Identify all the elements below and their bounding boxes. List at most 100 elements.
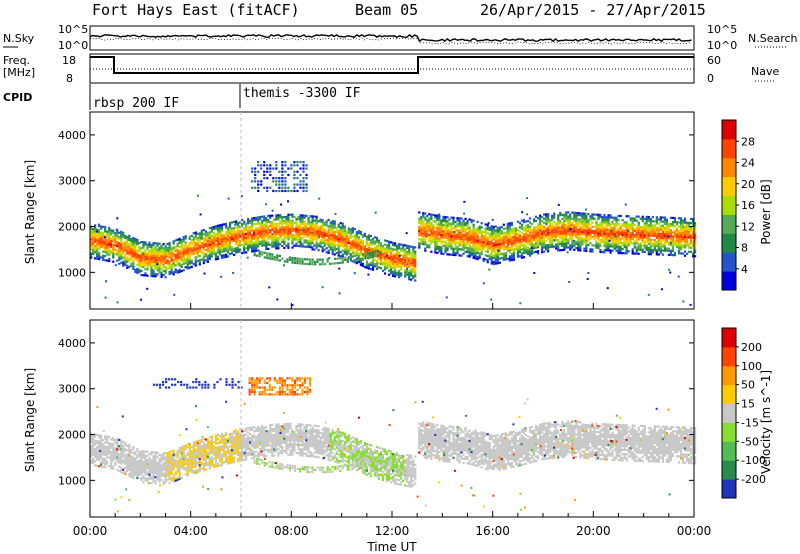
power-cell: [635, 215, 638, 218]
power-cell: [238, 244, 242, 247]
power-cell: [375, 265, 379, 268]
power-cell: [182, 260, 185, 264]
power-cell: [275, 247, 278, 250]
power-cell: [230, 229, 234, 232]
power-cell: [228, 228, 232, 231]
power-cell: [172, 258, 175, 262]
power-cell: [462, 252, 465, 255]
power-cell: [627, 250, 630, 253]
power-cell: [166, 251, 169, 254]
power-cell: [325, 240, 328, 244]
power-cell: [363, 234, 367, 237]
power-cell: [164, 247, 167, 250]
power-cell: [583, 231, 586, 234]
power-cell: [263, 231, 266, 235]
power-cell: [249, 246, 252, 249]
power-cell: [629, 225, 632, 228]
power-cell: [687, 236, 691, 239]
power-cell: [247, 217, 250, 221]
power-cell: [647, 242, 650, 245]
power-cell: [180, 255, 183, 258]
power-cell: [563, 213, 566, 216]
power-cell: [669, 253, 673, 257]
power-cell: [486, 250, 489, 253]
power-cell: [230, 221, 234, 224]
power-cell: [669, 235, 673, 238]
power-cell: [649, 240, 652, 243]
power-cell: [267, 214, 270, 217]
power-cell: [106, 249, 109, 252]
power-cell: [506, 237, 509, 240]
power-cell: [383, 257, 387, 261]
power-cell: [269, 231, 272, 234]
power-cell: [168, 264, 171, 267]
power-cell: [553, 226, 556, 230]
velocity-cell: [114, 453, 117, 456]
nave-tick-bottom: 0: [707, 72, 714, 85]
power-cell: [502, 223, 505, 226]
power-cell: [214, 243, 218, 246]
power-cell: [186, 265, 189, 268]
power-cell: [158, 267, 161, 270]
power-cell: [287, 173, 290, 177]
power-cell: [383, 268, 387, 271]
power-cell: [389, 247, 393, 250]
power-cell: [458, 241, 461, 245]
power-cell: [156, 250, 159, 253]
power-cell: [565, 213, 568, 216]
power-cell: [299, 224, 302, 227]
velocity-cell: [120, 468, 123, 471]
power-cell: [287, 167, 290, 170]
power-cell: [679, 239, 683, 243]
power-cell: [267, 220, 270, 224]
power-cell: [222, 243, 226, 247]
velocity-cell: [150, 471, 153, 474]
power-cell: [530, 245, 534, 248]
power-cell: [579, 243, 582, 246]
colorbar-tick-label: 4: [741, 263, 748, 276]
power-cell: [568, 280, 571, 283]
power-cell: [519, 302, 522, 305]
power-cell: [524, 220, 528, 223]
power-cell: [623, 231, 626, 234]
power-cell: [647, 215, 650, 219]
power-cell: [162, 261, 165, 264]
power-cell: [669, 251, 673, 254]
power-cell: [528, 235, 532, 239]
power-cell: [299, 161, 302, 164]
power-cell: [559, 228, 562, 231]
power-cell: [536, 217, 540, 220]
power-cell: [480, 244, 483, 247]
power-cell: [669, 231, 673, 234]
power-cell: [691, 242, 695, 245]
power-cell: [627, 227, 630, 230]
power-cell: [404, 269, 407, 272]
velocity-cell: [110, 442, 113, 445]
velocity-cell: [156, 474, 159, 477]
power-cell: [279, 226, 282, 229]
power-cell: [410, 278, 413, 281]
power-cell: [635, 229, 638, 233]
power-cell: [673, 219, 677, 222]
power-cell: [301, 257, 304, 261]
power-cell: [305, 183, 308, 186]
power-cell: [432, 228, 435, 231]
velocity-cell: [94, 456, 97, 459]
power-cell: [347, 237, 350, 240]
power-cell: [299, 228, 302, 231]
power-cell: [394, 260, 397, 264]
power-cell: [253, 251, 256, 254]
power-cell: [160, 271, 163, 274]
power-cell: [152, 260, 155, 263]
power-cell: [297, 216, 300, 219]
power-cell: [496, 260, 499, 263]
power-cell: [444, 220, 447, 223]
velocity-cell: [156, 470, 159, 473]
power-cell: [166, 253, 169, 256]
power-cell: [691, 222, 695, 225]
power-cell: [392, 272, 395, 276]
power-cell: [460, 225, 463, 228]
power-cell: [353, 238, 356, 241]
power-cell: [571, 232, 574, 235]
power-cell: [261, 251, 264, 254]
